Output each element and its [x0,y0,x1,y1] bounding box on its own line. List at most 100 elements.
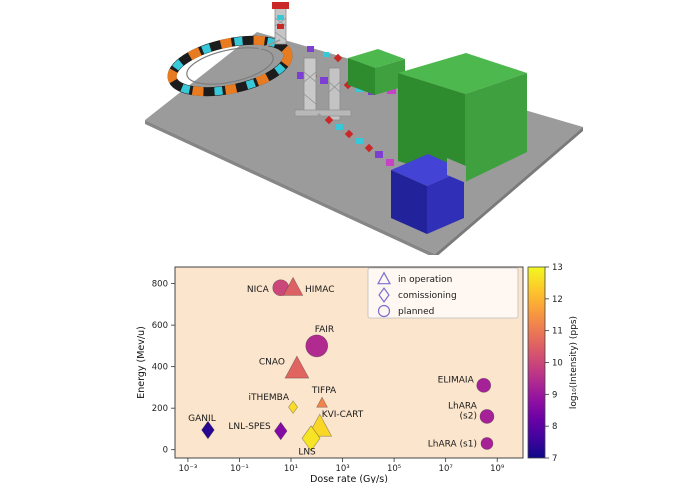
point-elimaia [476,378,492,393]
scaffold-tower [328,67,341,121]
bunker-front [391,170,427,234]
point-label: LNL-SPES [228,422,271,432]
tower-magnet-cyan [277,15,284,20]
y-axis-label: Energy (Mev/u) [136,326,147,399]
point-label: NICA [247,285,270,295]
magnet-red [364,143,374,153]
point-label: iTHEMBA [248,393,289,403]
magnet-purple [297,72,305,79]
legend-marker-triangle [377,271,391,285]
hall-large-side [465,73,527,182]
beamline-upper [286,43,351,63]
point-label: LhARA (s2) [448,401,478,421]
scaffold-brace [303,71,317,83]
legend-marker-circle [377,304,391,318]
magnet-purple [375,151,383,158]
injection-tower [272,2,289,45]
point-tifpa [316,396,328,408]
magnet-purple [307,46,314,52]
colorbar-tick-label: 7 [552,454,557,464]
colorbar-tick-label: 11 [552,327,563,337]
magnet-magenta [386,159,394,166]
x-tick-label: 10⁵ [387,464,401,474]
x-tick-label: 10¹ [284,464,298,474]
bunker-side [427,170,464,234]
magnet-cyan [336,124,343,130]
colorbar-tick-label: 8 [552,422,557,432]
point-label: HIMAC [305,285,334,295]
legend-marker-diamond [378,287,390,303]
point-lns [301,425,321,452]
legend-label: planned [398,307,434,317]
scaffold-beam [294,109,352,117]
hall-small-front [348,58,375,95]
synchrotron-ring [167,35,293,97]
point-fair [305,334,329,358]
ring-dipoles-orange [167,35,293,97]
point-label: GANIL [188,414,216,424]
point-lhara-s2- [479,409,495,424]
x-tick-label: 10⁹ [490,464,505,474]
magnet-red [324,115,334,125]
legend-label: in operation [398,275,452,285]
scaffold-brace [303,93,317,105]
y-tick-label: 200 [152,404,168,414]
beamline-diagonal [317,113,400,173]
x-tick-label: 10⁻³ [179,464,198,474]
point-label: FAIR [315,325,334,335]
bunker-blue [391,154,466,234]
axes-frame [174,266,524,459]
y-tick-label: 600 [152,321,168,331]
magnet-cyan [323,52,329,57]
x-tick-label: 10³ [335,464,349,474]
scatter-plot: 10⁻³ 10⁻¹ 10¹ 10³ 10⁵ 10⁷ 10⁹ 0 200 400 600 800 Dose… [136,263,579,483]
hall-small-top [348,49,405,68]
colorbar-label: log₁₀(Intensity) (pps) [569,316,579,409]
y-tick-label: 400 [152,363,168,373]
magnet-cyan [356,138,363,144]
hall-large-front [398,73,465,182]
point-label: TIFPA [311,386,337,396]
point-label: CNAO [259,358,285,368]
colorbar-tick-label: 9 [552,390,557,400]
hall-green-small [348,49,405,95]
tower-top-magnet-red [272,2,289,9]
ring-inner-rail [186,47,274,85]
magnet-red [344,129,354,139]
bunker-notch [447,158,466,183]
legend-label: comissioning [398,291,457,301]
x-tick-label: 10⁻¹ [230,464,249,474]
y-tick-label: 0 [163,446,168,456]
scaffold-brace [328,81,341,93]
tower-brace [274,17,287,27]
point-label: LNS [298,447,316,457]
platform-edge-left [145,120,435,255]
gantry-scaffold [294,57,352,121]
point-himac [282,276,304,296]
magnet-purple [320,77,328,84]
injection-line [256,39,281,51]
hall-small-side [375,59,405,95]
facility-3d-scene [145,2,583,255]
point-label: ELIMAIA [438,375,475,385]
hall-green-large [398,53,527,182]
point-ithemba [288,400,298,414]
accelerator-3d-render [135,2,595,255]
point-label: KVI-CART [322,410,364,420]
colorbar-tick-label: 10 [552,359,563,369]
point-label: LhARA (s1) [428,439,477,449]
hall-large-top [398,53,527,94]
point-lhara-s1- [480,437,494,450]
point-cnao [284,355,310,379]
magnet-red [333,53,343,63]
bunker-top [391,154,464,186]
tower-magnet-red [277,24,284,29]
point-ganil [201,420,215,440]
x-axis-label: Dose rate (Gy/s) [310,474,388,483]
colorbar-tick-label: 13 [552,263,563,273]
point-lnl-spes [274,421,288,441]
dose-energy-chart: 10⁻³ 10⁻¹ 10¹ 10³ 10⁵ 10⁷ 10⁹ 0 200 400 600 800 Dose… [130,258,600,483]
colorbar-tick-label: 12 [552,295,563,305]
scaffold-tower [303,57,317,113]
